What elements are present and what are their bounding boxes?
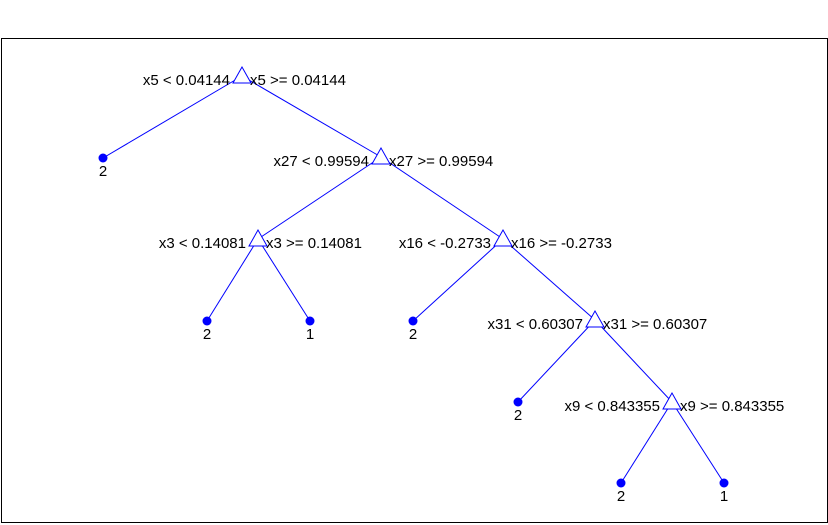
leaf-node-dot-icon — [408, 316, 418, 326]
split-rule-left: x31 < 0.60307 — [487, 316, 583, 333]
branch-node-triangle-icon — [585, 309, 605, 328]
leaf-class-label: 2 — [514, 407, 522, 424]
tree-edge — [102, 75, 243, 159]
tree-edge — [517, 319, 596, 403]
leaf-class-label: 2 — [409, 326, 417, 343]
tree-edge — [257, 156, 382, 240]
split-rule-right: x31 >= 0.60307 — [603, 316, 707, 333]
tree-edges — [102, 75, 725, 484]
split-rule-right: x9 >= 0.843355 — [680, 398, 784, 415]
split-rule-left: x16 < -0.2733 — [399, 235, 491, 252]
split-rule-right: x16 >= -0.2733 — [511, 235, 612, 252]
leaf-node-dot-icon — [719, 478, 729, 488]
tree-edge — [241, 75, 382, 158]
tree-nodes — [98, 65, 729, 488]
leaf-class-label: 2 — [617, 488, 625, 505]
branch-node-triangle-icon — [248, 228, 268, 247]
tree-edge — [257, 238, 311, 322]
split-rule-right: x27 >= 0.99594 — [389, 153, 493, 170]
leaf-node-dot-icon — [202, 316, 212, 326]
leaf-class-label: 1 — [720, 488, 728, 505]
leaf-class-label: 2 — [99, 163, 107, 180]
axes-frame — [1, 38, 828, 523]
branch-node-triangle-icon — [493, 228, 513, 247]
tree-edge — [594, 319, 673, 403]
branch-node-triangle-icon — [662, 391, 682, 410]
tree-edge — [412, 238, 504, 322]
tree-labels: x5 < 0.04144 x5 >= 0.04144 2 x27 < 0.99594 x… — [99, 72, 784, 505]
tree-edge — [502, 238, 596, 321]
split-rule-left: x3 < 0.14081 — [159, 235, 246, 252]
leaf-node-dot-icon — [513, 397, 523, 407]
split-rule-right: x3 >= 0.14081 — [266, 235, 362, 252]
split-rule-left: x27 < 0.99594 — [273, 153, 369, 170]
leaf-class-label: 2 — [203, 326, 211, 343]
leaf-node-dot-icon — [616, 478, 626, 488]
branch-node-triangle-icon — [371, 146, 391, 165]
split-rule-right: x5 >= 0.04144 — [250, 72, 346, 89]
split-rule-left: x5 < 0.04144 — [143, 72, 230, 89]
split-rule-left: x9 < 0.843355 — [564, 398, 660, 415]
branch-node-triangle-icon — [232, 65, 252, 84]
tree-edge — [206, 238, 259, 322]
tree-edge — [620, 401, 673, 484]
leaf-class-label: 1 — [306, 326, 314, 343]
tree-edge — [671, 401, 725, 484]
leaf-node-dot-icon — [98, 153, 108, 163]
leaf-node-dot-icon — [305, 316, 315, 326]
tree-edge — [380, 156, 504, 240]
